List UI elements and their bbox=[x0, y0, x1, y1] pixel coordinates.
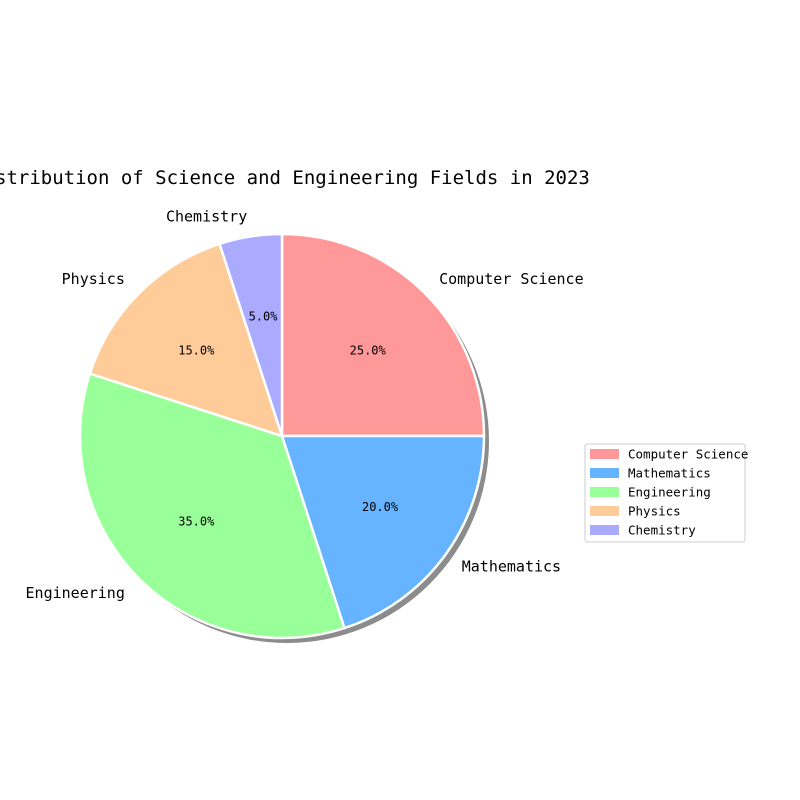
pct-label-mathematics: 20.0% bbox=[362, 500, 399, 514]
legend-label-engineering: Engineering bbox=[628, 485, 711, 500]
legend-swatch-computer-science bbox=[590, 449, 619, 459]
legend-label-chemistry: Chemistry bbox=[628, 523, 696, 538]
pie-slice-mathematics bbox=[280, 434, 486, 630]
legend-frame bbox=[584, 443, 746, 543]
pct-label-engineering: 35.0% bbox=[178, 515, 215, 529]
legend-swatch-engineering bbox=[590, 487, 619, 497]
slice-label-chemistry: Chemistry bbox=[166, 208, 247, 226]
pie-slices bbox=[78, 232, 486, 640]
legend-swatch-chemistry bbox=[590, 525, 619, 535]
slice-label-physics: Physics bbox=[62, 270, 125, 288]
legend-label-mathematics: Mathematics bbox=[628, 466, 711, 481]
pct-label-physics: 15.0% bbox=[178, 343, 215, 357]
pct-label-computer-science: 25.0% bbox=[350, 343, 387, 357]
legend-swatch-mathematics bbox=[590, 468, 619, 478]
pie-slice-computer-science bbox=[280, 232, 486, 438]
slice-label-computer-science: Computer Science bbox=[439, 270, 584, 288]
pie-labels: 25.0% Computer Science 20.0% Mathematics 35.… bbox=[26, 208, 584, 603]
legend-swatch-physics bbox=[590, 506, 619, 516]
pie-slice-engineering bbox=[78, 372, 346, 640]
legend-label-computer-science: Computer Science bbox=[628, 447, 748, 462]
legend-label-physics: Physics bbox=[628, 504, 681, 519]
chart-title: Distribution of Science and Engineering … bbox=[0, 167, 590, 189]
legend-items: Computer Science Mathematics Engineering Ph… bbox=[590, 447, 748, 538]
legend: Computer Science Mathematics Engineering Ph… bbox=[584, 443, 748, 543]
pct-label-chemistry: 5.0% bbox=[249, 309, 279, 323]
slice-label-engineering: Engineering bbox=[26, 584, 125, 602]
slice-label-mathematics: Mathematics bbox=[462, 558, 561, 576]
pie-slice-chemistry bbox=[218, 232, 284, 438]
